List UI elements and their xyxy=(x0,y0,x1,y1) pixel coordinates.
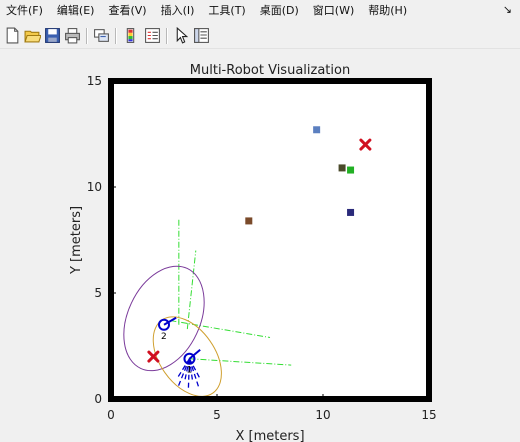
x-tick-label: 15 xyxy=(421,408,436,422)
robot-heading xyxy=(163,316,177,326)
square-marker xyxy=(347,208,355,216)
robot-circle xyxy=(158,318,170,331)
robot-id-label: 2 xyxy=(161,332,167,342)
square-marker xyxy=(245,217,253,225)
pointer-arrow-icon[interactable] xyxy=(173,27,190,44)
y-tick-label: 10 xyxy=(87,180,102,194)
menu-desktop[interactable]: 桌面(D) xyxy=(259,4,299,17)
dock-arrow-icon[interactable]: ↘ xyxy=(502,3,512,16)
plot-title: Multi-Robot Visualization xyxy=(190,63,350,78)
x-tick-label: 0 xyxy=(107,408,115,422)
range-fan-ray xyxy=(188,358,194,383)
print-icon[interactable] xyxy=(64,27,81,44)
x-axis-label: X [meters] xyxy=(235,429,304,442)
robot-heading xyxy=(188,348,201,360)
menu-tools[interactable]: 工具(T) xyxy=(208,4,246,17)
robot-id-label: 1 xyxy=(186,366,192,376)
menu-insert[interactable]: 插入(I) xyxy=(160,4,195,17)
toolbar-separator xyxy=(86,28,88,44)
new-file-icon[interactable] xyxy=(4,27,21,44)
menu-help[interactable]: 帮助(H) xyxy=(368,4,408,17)
uncertainty-ellipse xyxy=(123,265,205,372)
range-fan-ray xyxy=(183,358,191,383)
plot-area xyxy=(111,81,429,399)
robot-circle xyxy=(183,352,196,365)
colorbar-icon[interactable] xyxy=(122,27,139,44)
y-axis-label: Y [meters] xyxy=(69,206,84,275)
x-tick-label: 10 xyxy=(315,408,330,422)
y-tick-label: 5 xyxy=(94,286,102,300)
sensor-line xyxy=(170,320,271,339)
x-marker xyxy=(359,138,372,151)
landmark-markers xyxy=(147,126,372,363)
y-tick-label: 15 xyxy=(87,74,102,88)
x-tick-label: 5 xyxy=(213,408,221,422)
x-marker xyxy=(147,350,160,363)
robot-plot[interactable]: Multi-Robot Visualization 21 0 5 10 1505101… xyxy=(0,50,520,442)
range-fan-ray xyxy=(188,358,202,381)
menu-file[interactable]: 文件(F) xyxy=(6,4,43,17)
menu-view[interactable]: 查看(V) xyxy=(108,4,147,17)
link-figure-icon[interactable] xyxy=(93,27,110,44)
robot-markers: 21 xyxy=(158,316,201,376)
square-marker xyxy=(347,166,355,174)
legend-icon[interactable] xyxy=(144,27,161,44)
sensor-line xyxy=(186,250,197,330)
sensor-lines xyxy=(170,218,292,366)
menu-edit[interactable]: 编辑(E) xyxy=(56,4,95,17)
y-tick-label: 0 xyxy=(94,392,102,406)
range-fan-ray xyxy=(176,358,190,380)
square-marker xyxy=(313,126,321,134)
open-folder-icon[interactable] xyxy=(24,27,41,44)
toolbar-separator xyxy=(166,28,168,44)
menu-bar: 文件(F) 编辑(E) 查看(V) 插入(I) 工具(T) 桌面(D) 窗口(W… xyxy=(0,0,520,22)
plot-frame xyxy=(108,78,432,402)
sensor-line xyxy=(189,358,292,366)
square-marker xyxy=(338,164,346,172)
menu-window[interactable]: 窗口(W) xyxy=(312,4,355,17)
figure-toolbar xyxy=(0,24,520,49)
property-editor-icon[interactable] xyxy=(193,27,210,44)
save-icon[interactable] xyxy=(44,27,61,44)
axis-ticks: 0 5 10 15 0 5 10 15 xyxy=(87,74,437,422)
toolbar-separator xyxy=(115,28,117,44)
